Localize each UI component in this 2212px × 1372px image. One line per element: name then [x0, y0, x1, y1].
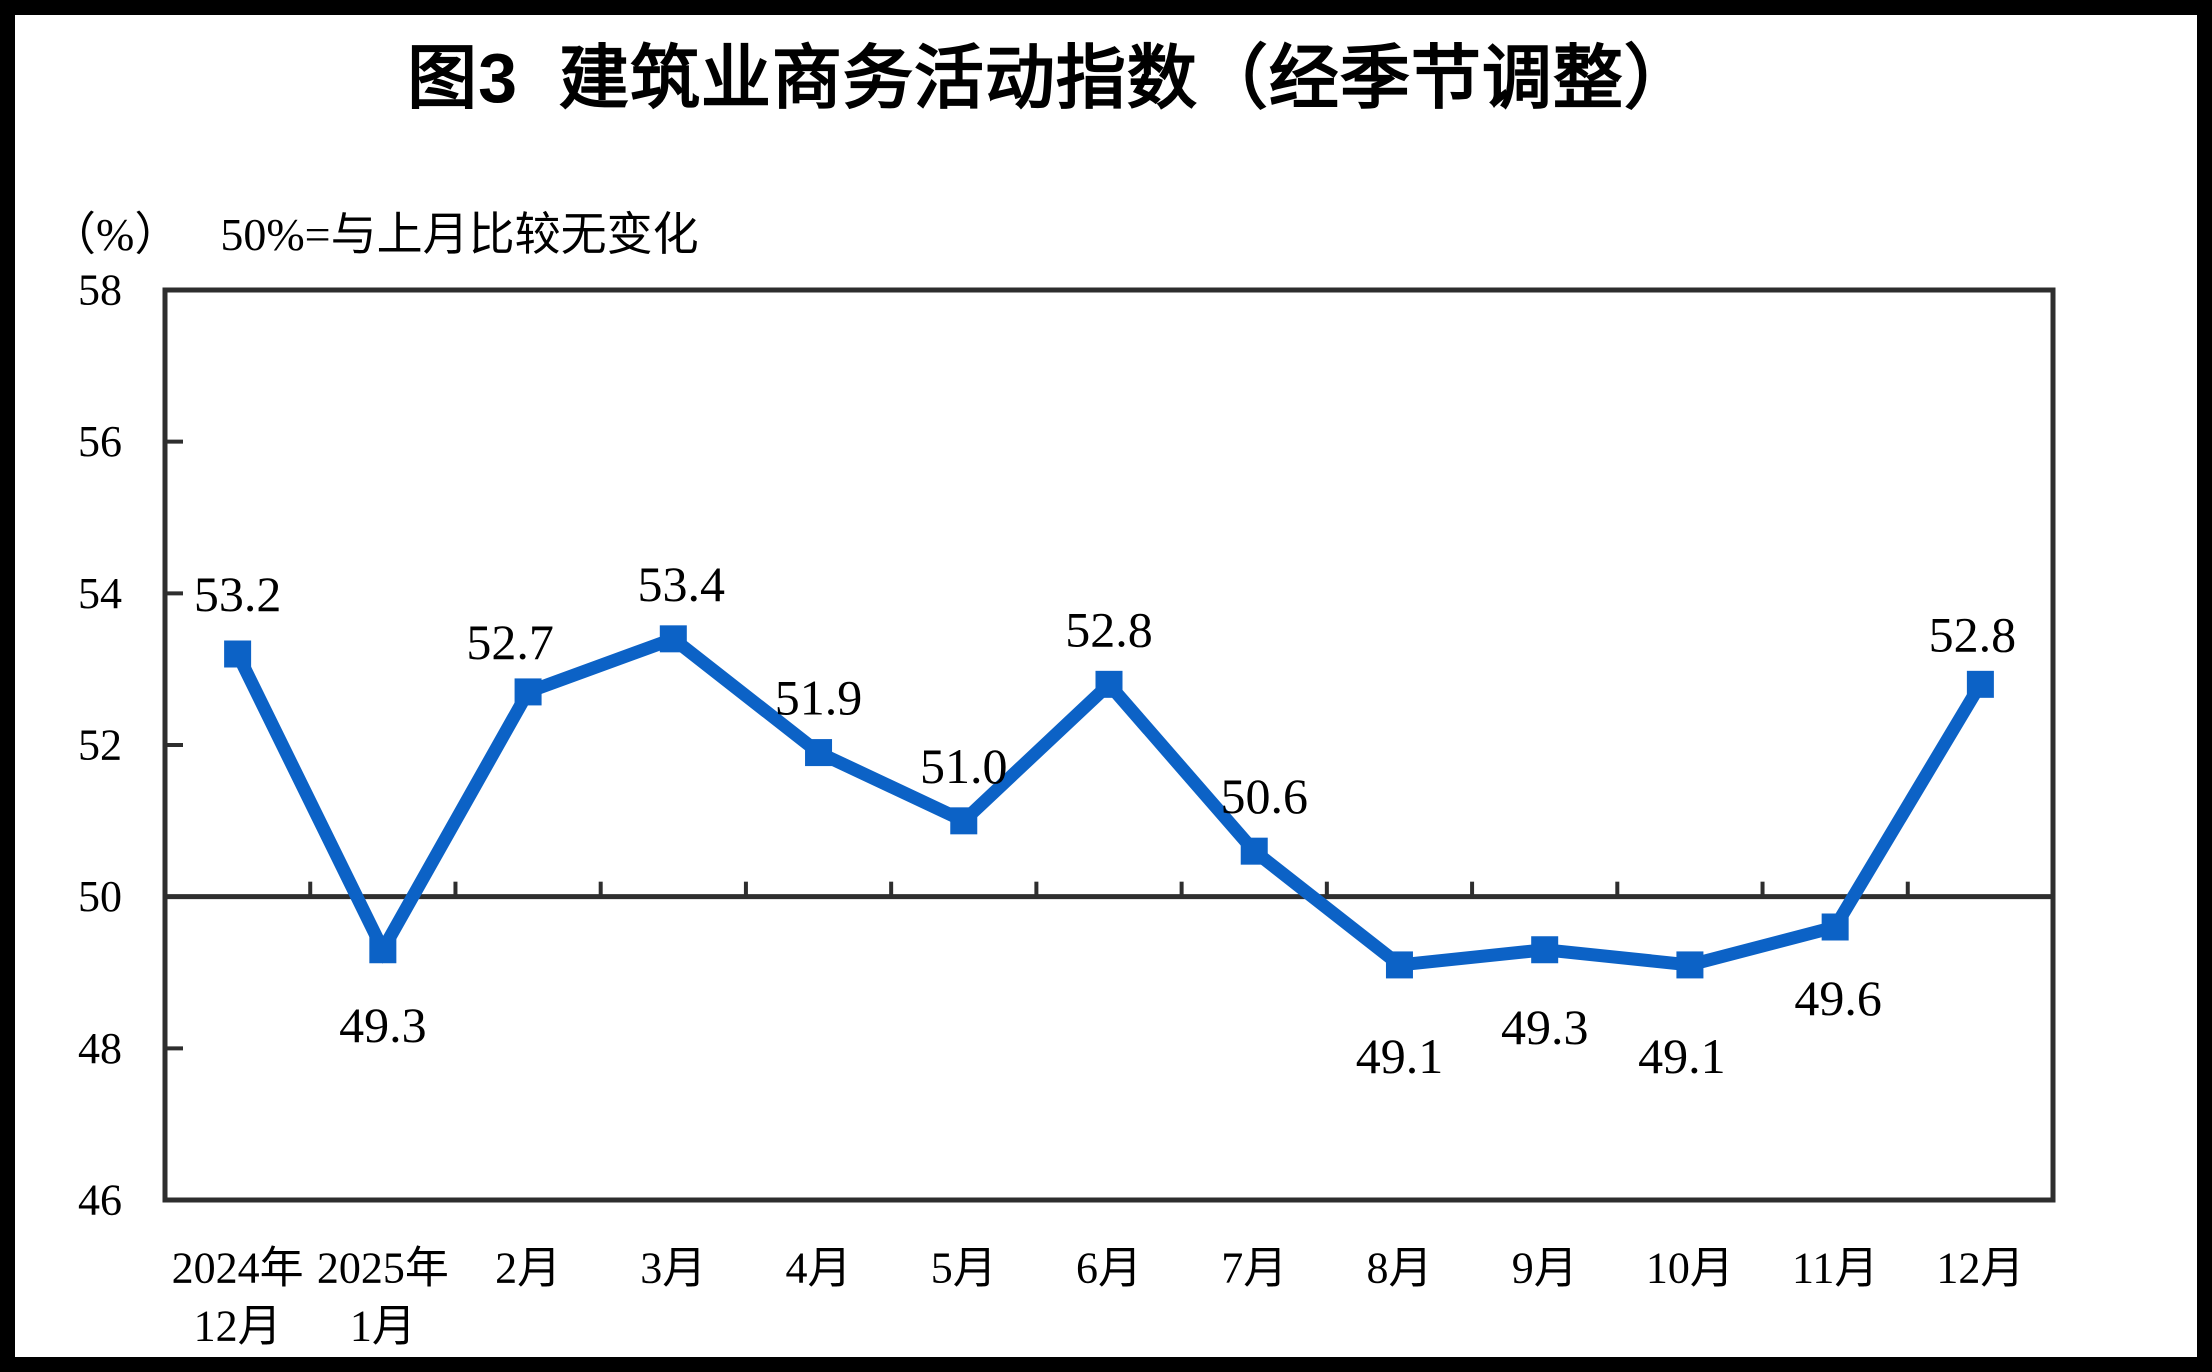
data-point-marker: [1821, 913, 1849, 941]
y-axis-label: 54: [78, 569, 122, 618]
data-point-marker: [659, 625, 687, 653]
x-axis-label: 2024年: [172, 1244, 304, 1293]
x-axis-label: 2025年: [317, 1244, 449, 1293]
data-point-marker: [950, 807, 978, 835]
x-axis-label: 7月: [1221, 1244, 1287, 1293]
data-label: 49.3: [1501, 999, 1589, 1055]
x-axis-label: 12月: [194, 1302, 282, 1351]
x-axis-label: 10月: [1646, 1244, 1734, 1293]
chart-subtitle: （%） 50%=与上月比较无变化: [50, 198, 699, 264]
x-axis-label: 11月: [1792, 1244, 1878, 1293]
x-axis-label: 12月: [1936, 1244, 2024, 1293]
data-point-marker: [1676, 951, 1704, 979]
data-point-marker: [1095, 670, 1123, 698]
data-point-marker: [1531, 936, 1559, 964]
data-label: 49.1: [1356, 1028, 1444, 1084]
chart-title: 图3 建筑业商务活动指数（经季节调整）: [407, 39, 1695, 117]
data-point-marker: [224, 640, 252, 668]
y-axis-label: 48: [78, 1024, 122, 1073]
y-axis-label: 52: [78, 721, 122, 770]
y-axis-label: 56: [78, 417, 122, 466]
x-axis-label: 8月: [1366, 1244, 1432, 1293]
data-label: 52.7: [466, 614, 554, 670]
x-axis-label: 1月: [350, 1302, 416, 1351]
x-axis-label: 3月: [640, 1244, 706, 1293]
data-label: 53.4: [638, 556, 726, 612]
data-label: 51.9: [775, 670, 863, 726]
reference-line-note: 50%=与上月比较无变化: [220, 209, 699, 260]
data-label: 49.6: [1794, 970, 1882, 1026]
data-point-marker: [1385, 951, 1413, 979]
data-label: 52.8: [1929, 606, 2017, 662]
x-axis-label: 4月: [786, 1244, 852, 1293]
plot-border: [162, 287, 2056, 1203]
y-axis-label: 46: [78, 1176, 122, 1225]
data-point-marker: [805, 739, 833, 767]
data-label: 51.0: [920, 738, 1008, 794]
data-point-marker: [514, 678, 542, 706]
data-label: 49.1: [1638, 1028, 1726, 1084]
y-axis-label: 58: [78, 266, 122, 315]
data-point-marker: [1240, 837, 1268, 865]
y-axis-unit-label: （%）: [50, 209, 181, 260]
x-axis-label: 9月: [1512, 1244, 1578, 1293]
data-point-marker: [1966, 670, 1994, 698]
data-label: 52.8: [1065, 601, 1153, 657]
x-axis-label: 2月: [495, 1244, 561, 1293]
data-label: 53.2: [194, 566, 282, 622]
x-axis-label: 5月: [931, 1244, 997, 1293]
x-axis-label: 6月: [1076, 1244, 1142, 1293]
y-axis-label: 50: [78, 872, 122, 921]
data-label: 50.6: [1220, 768, 1308, 824]
data-label: 49.3: [339, 997, 427, 1053]
data-point-marker: [369, 936, 397, 964]
